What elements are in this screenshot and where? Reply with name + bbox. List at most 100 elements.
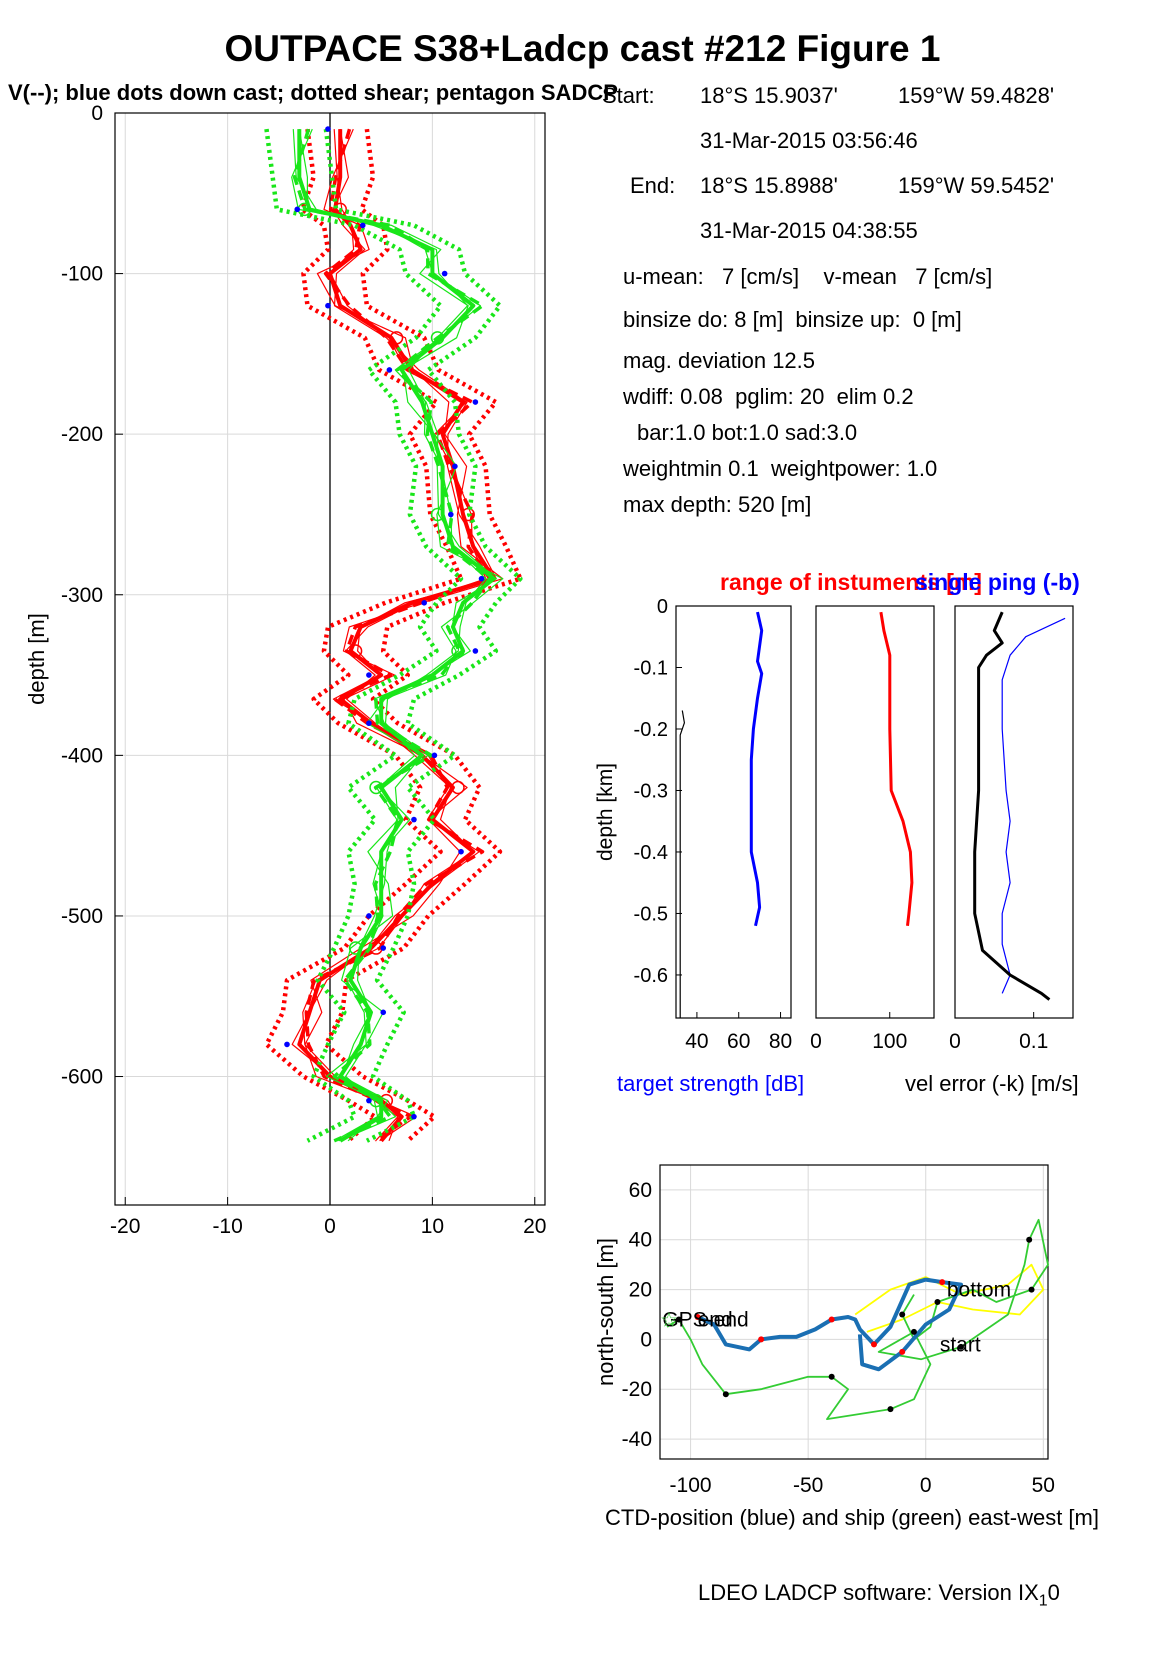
map-y-tick-label: -40 xyxy=(622,1428,652,1451)
ctd-track-marker xyxy=(899,1348,906,1355)
downcast-dot xyxy=(366,913,372,919)
sub-panel-1-box xyxy=(675,605,792,1019)
y-tick-label: -100 xyxy=(61,263,103,286)
u-sadcp-marker xyxy=(451,780,465,795)
end-time: 31-Mar-2015 04:38:55 xyxy=(700,218,918,243)
map-annotation-bottom: bottom xyxy=(947,1279,1011,1302)
mag-deviation: mag. deviation 12.5 xyxy=(623,348,816,373)
downcast-dot xyxy=(441,270,448,277)
ship-track-marker xyxy=(1026,1236,1033,1243)
software-version: LDEO LADCP software: Version IX10 xyxy=(698,1580,1060,1610)
main-axes-box xyxy=(114,112,546,1206)
map-x-tick-label: 0 xyxy=(920,1474,932,1497)
u-sadcp-marker xyxy=(348,644,363,658)
y-tick-label: -300 xyxy=(61,584,103,607)
downcast-dot xyxy=(366,720,372,727)
bar-info: bar:1.0 bot:1.0 sad:3.0 xyxy=(637,420,858,445)
downcast-dot xyxy=(431,752,438,759)
start-label: Start: xyxy=(602,83,655,108)
ctd-track-marker xyxy=(870,1341,877,1348)
x-tick-label: 20 xyxy=(523,1215,546,1238)
downcast-dot xyxy=(380,1009,387,1016)
y-axis-label: depth [m] xyxy=(24,613,49,705)
sub-x-tick-label: 40 xyxy=(685,1030,708,1053)
end-latitude: 18°S 15.8988' xyxy=(700,173,838,198)
v-sadcp-marker xyxy=(451,644,465,658)
v-shear-upper xyxy=(323,128,523,1143)
downcast-dot xyxy=(366,1097,372,1104)
sub-y-tick-label: -0.2 xyxy=(634,719,668,741)
figure-subtitle: V(--); blue dots down cast; dotted shear… xyxy=(8,80,618,105)
sub-series-single-ping xyxy=(1001,617,1066,994)
end-label: End: xyxy=(630,173,676,198)
x-tick-label: 0 xyxy=(324,1215,336,1238)
sub-y-tick-label: -0.4 xyxy=(634,842,668,864)
max-depth: max depth: 520 [m] xyxy=(623,492,812,517)
y-tick-label: -600 xyxy=(61,1066,103,1089)
ctd-track-marker xyxy=(828,1316,835,1323)
v-sadcp-marker xyxy=(348,941,363,955)
downcast-dot xyxy=(359,222,366,229)
v-profile-line xyxy=(297,129,496,1143)
v-dashed-profile xyxy=(292,128,492,1143)
track-yellow xyxy=(854,1263,1045,1333)
downcast-dot xyxy=(478,575,485,582)
wdiff-info: wdiff: 0.08 pglim: 20 elim 0.2 xyxy=(623,384,914,409)
y-tick-label: -400 xyxy=(61,744,103,767)
sub-x-tick-label: 0 xyxy=(949,1030,961,1053)
end-longitude: 159°W 59.5452' xyxy=(898,173,1055,198)
sub-panel-3-box xyxy=(954,605,1074,1019)
u-shear-lower xyxy=(264,128,464,1143)
sub-x-tick-label: 60 xyxy=(727,1030,750,1053)
map-x-axis-label: CTD-position (blue) and ship (green) eas… xyxy=(605,1505,1099,1530)
y-tick-label: -200 xyxy=(61,423,103,446)
weight-info: weightmin 0.1 weightpower: 1.0 xyxy=(623,456,938,481)
u-shear-upper xyxy=(323,128,523,1143)
sub-x-tick-label: 0 xyxy=(810,1030,822,1053)
map-x-tick-label: -50 xyxy=(793,1474,823,1497)
ship-track-marker xyxy=(828,1373,835,1380)
x-tick-label: 10 xyxy=(421,1215,444,1238)
sub-x-tick-label: 100 xyxy=(872,1030,907,1053)
sub-series-target-strength xyxy=(749,611,764,927)
figure-title: OUTPACE S38+Ladcp cast #212 Figure 1 xyxy=(224,28,941,69)
sub-panel-2-box xyxy=(815,605,935,1019)
ship-track-marker xyxy=(722,1391,729,1398)
downcast-dot xyxy=(325,302,331,309)
map-y-axis-label: north-south [m] xyxy=(593,1238,618,1386)
y-tick-label: 0 xyxy=(91,102,103,125)
v-sadcp-marker xyxy=(369,780,383,795)
sub-x-tick-label: 0.1 xyxy=(1019,1030,1048,1053)
downcast-dot xyxy=(448,511,454,518)
sub-x-axis-label: target strength [dB] xyxy=(617,1071,804,1096)
u-dashed-profile xyxy=(304,128,492,1143)
map-y-tick-label: 40 xyxy=(629,1229,652,1252)
gps-end-star-icon: ☆ xyxy=(660,1309,678,1331)
ship-track-marker xyxy=(934,1299,941,1306)
y-tick-label: -500 xyxy=(61,905,103,928)
ship-track-marker xyxy=(899,1311,906,1318)
map-y-tick-label: 0 xyxy=(640,1328,652,1351)
map-x-tick-label: 50 xyxy=(1032,1474,1055,1497)
downcast-dot xyxy=(452,463,458,470)
binsize-info: binsize do: 8 [m] binsize up: 0 [m] xyxy=(623,307,962,332)
vel-error-x-axis-label: vel error (-k) [m/s] xyxy=(905,1071,1079,1096)
map-y-tick-label: 60 xyxy=(629,1179,652,1202)
downcast-dot xyxy=(472,399,479,405)
software-version-text: LDEO LADCP software: Version IX xyxy=(698,1580,1039,1605)
downcast-dot xyxy=(458,848,464,855)
map-annotation-gps-end: GPS-end xyxy=(662,1308,748,1331)
downcast-dot xyxy=(411,1113,417,1120)
downcast-dot xyxy=(472,648,479,654)
sub-x-tick-label: 80 xyxy=(769,1030,792,1053)
u-ensemble-line xyxy=(291,129,497,1142)
sub-y-tick-label: 0 xyxy=(657,596,668,618)
ship-track-marker xyxy=(887,1406,894,1413)
downcast-dot xyxy=(421,599,427,606)
map-y-tick-label: 20 xyxy=(629,1279,652,1302)
map-x-tick-label: -100 xyxy=(670,1474,712,1497)
ship-track-marker xyxy=(675,1316,682,1323)
u-sadcp-marker xyxy=(389,331,404,345)
v-shear-lower xyxy=(264,128,464,1143)
